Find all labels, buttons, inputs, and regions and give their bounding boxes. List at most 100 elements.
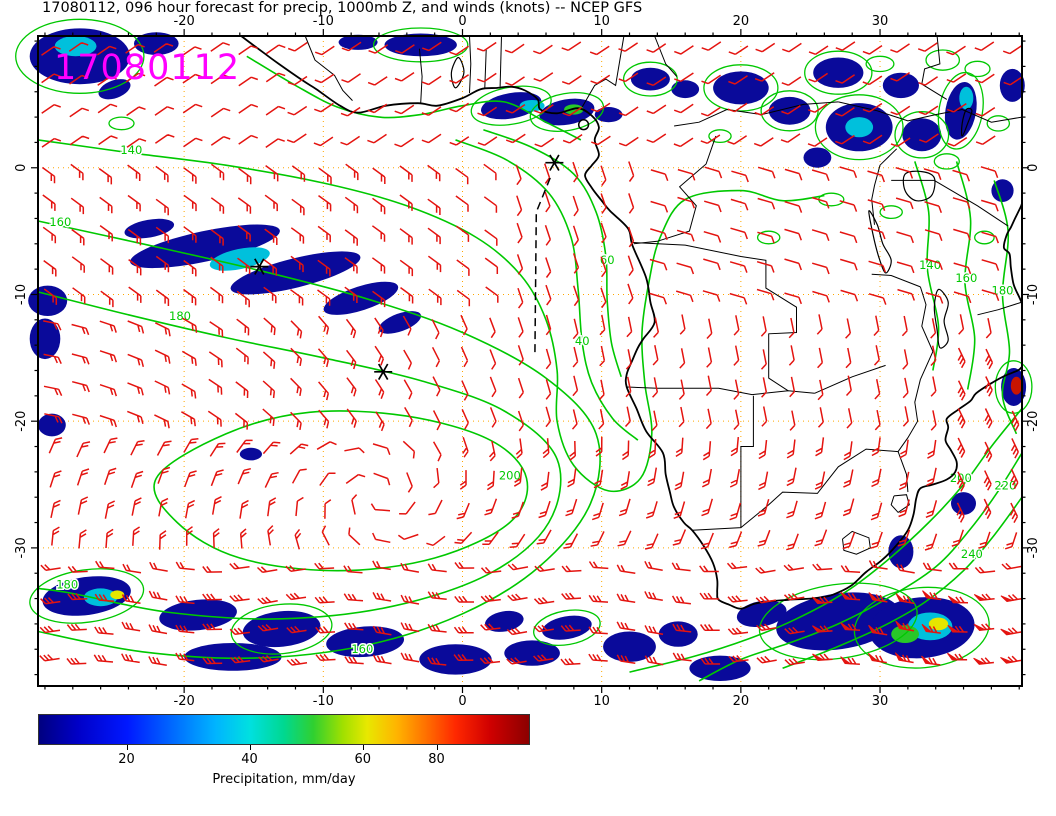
- lat-tick-label: 0: [1026, 164, 1041, 172]
- colorbar-tick: [126, 745, 128, 750]
- wind-barb-layer: [39, 41, 1024, 667]
- datetime-overlay-label: 17080112: [54, 48, 240, 88]
- contour-label: 160: [955, 271, 977, 285]
- country-border: [977, 301, 1023, 316]
- dashed-track-line: [534, 177, 551, 356]
- precip-ring: [974, 230, 995, 245]
- precip-cell: [671, 80, 700, 99]
- country-border: [934, 179, 1009, 227]
- lon-tick-label: -10: [313, 14, 334, 29]
- precip-ring: [865, 55, 895, 73]
- country-border: [921, 35, 948, 100]
- precip-cell: [991, 179, 1014, 203]
- height-contour: [37, 139, 825, 493]
- precip-cell: [338, 34, 378, 50]
- lon-tick-label: 30: [872, 694, 889, 709]
- lon-tick-label: 10: [593, 694, 610, 709]
- precip-ring: [108, 116, 135, 131]
- lake: [902, 170, 936, 202]
- precip-outline: [29, 568, 145, 624]
- precip-cell: [768, 96, 811, 125]
- lon-tick-label: -20: [174, 694, 195, 709]
- country-border: [871, 148, 898, 225]
- precip-cell: [504, 640, 560, 666]
- storm-marker-layer: [250, 154, 564, 381]
- height-contour: [698, 452, 1023, 682]
- colorbar-tick: [362, 745, 364, 750]
- axes-frame: -20 -20 -10 -10 0 0 10 10 20 20 30 30 0 0 -10 -10 -20 -20…: [14, 14, 1041, 709]
- precip-outline: [804, 50, 873, 95]
- precipitation-layer: [15, 18, 1033, 681]
- precip-outline: [703, 64, 779, 112]
- precip-cell: [29, 28, 130, 85]
- precip-outline: [529, 92, 605, 132]
- precip-cell: [384, 33, 457, 57]
- lon-tick-label: 0: [458, 694, 466, 709]
- figure-title: 17080112, 096 hour forecast for precip, …: [42, 0, 643, 16]
- graticule-layer: [38, 36, 1022, 686]
- contour-label: 160: [49, 215, 71, 229]
- country-border: [897, 379, 921, 452]
- precip-cell: [959, 86, 974, 110]
- precip-cell: [603, 631, 656, 662]
- precip-cell: [813, 57, 864, 88]
- colorbar: 20 40 60 80 Precipitation, mm/day: [38, 714, 530, 800]
- country-border: [633, 135, 717, 245]
- contour-label: 220: [994, 479, 1016, 493]
- lat-tick-label: -10: [14, 284, 29, 305]
- colorbar-tick-label: 80: [428, 752, 445, 767]
- contour-label: 40: [575, 334, 590, 348]
- lake: [450, 56, 465, 89]
- colorbar-label: Precipitation, mm/day: [212, 772, 356, 787]
- lat-tick-label: -20: [1026, 411, 1041, 432]
- precip-cell: [242, 610, 321, 648]
- wind-barbs-path: [39, 41, 1024, 667]
- precip-ring: [933, 153, 960, 170]
- coastline-layer: [240, 35, 1023, 610]
- precip-outline: [894, 111, 950, 159]
- precip-cell: [29, 318, 61, 360]
- asterisk-marker: [545, 154, 564, 171]
- colorbar-tick: [436, 745, 438, 750]
- height-contour: [246, 55, 582, 141]
- country-border: [871, 273, 921, 288]
- lake: [868, 210, 892, 274]
- precip-cell: [1010, 376, 1023, 395]
- contour-label: 200: [499, 469, 521, 483]
- africa-coastline: [240, 35, 1023, 610]
- height-contour: [955, 161, 976, 390]
- country-border: [842, 530, 871, 555]
- precip-outline: [853, 586, 990, 669]
- country-border: [304, 35, 353, 101]
- country-border: [838, 101, 1023, 123]
- colorbar-tick-label: 60: [354, 752, 371, 767]
- precip-cell: [902, 118, 942, 152]
- country-border: [692, 395, 754, 531]
- precip-cell: [130, 224, 280, 269]
- height-contour: [455, 139, 639, 441]
- precip-cell: [882, 72, 920, 99]
- precip-ring: [964, 60, 991, 78]
- country-border: [674, 101, 839, 127]
- lat-tick-label: -10: [1026, 284, 1041, 305]
- east-coastline: [1002, 203, 1023, 304]
- precip-cell: [378, 311, 422, 334]
- precip-outline: [814, 94, 904, 161]
- lat-tick-label: -30: [1026, 537, 1041, 558]
- country-border: [469, 35, 472, 94]
- precip-cell: [928, 617, 949, 631]
- asterisk-marker: [250, 258, 269, 275]
- contour-label: 140: [120, 143, 142, 157]
- precip-cell: [594, 107, 623, 123]
- precip-cell: [28, 285, 68, 316]
- precip-outline: [758, 582, 918, 661]
- country-border: [418, 48, 423, 104]
- precip-cell: [845, 117, 874, 138]
- height-contour: [153, 410, 529, 572]
- precip-cell: [124, 218, 175, 239]
- precip-cell: [110, 590, 125, 600]
- precip-cell: [630, 67, 670, 91]
- lat-tick-label: -30: [14, 537, 29, 558]
- height-contour: [483, 129, 622, 378]
